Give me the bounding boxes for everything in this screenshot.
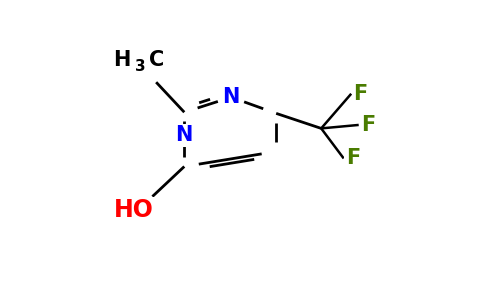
Text: H: H (113, 50, 130, 70)
Text: N: N (176, 125, 193, 145)
Text: 3: 3 (135, 58, 145, 74)
Text: F: F (353, 84, 368, 104)
Text: F: F (361, 115, 375, 135)
Text: N: N (223, 87, 240, 107)
Text: F: F (346, 148, 360, 168)
Text: HO: HO (114, 198, 153, 222)
Text: C: C (149, 50, 164, 70)
